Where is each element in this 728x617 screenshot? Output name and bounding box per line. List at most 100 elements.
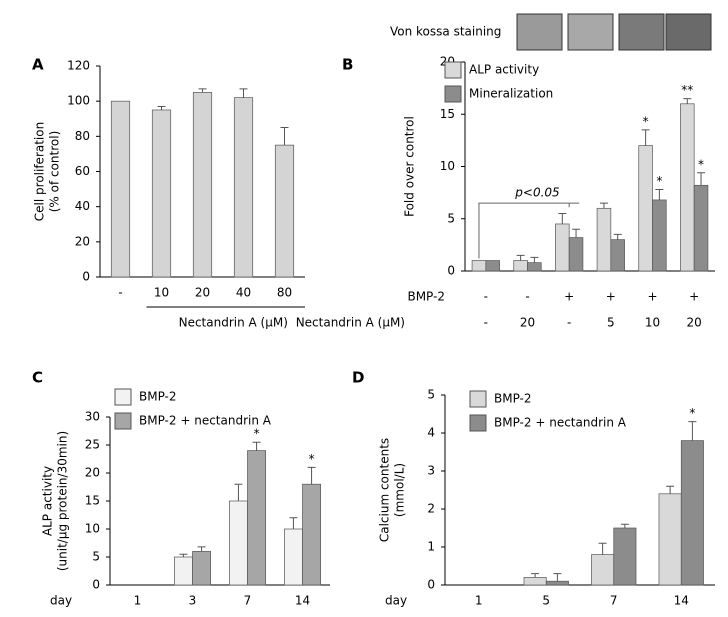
x-tick-label: 7 [610,594,618,608]
row-value: + [647,290,657,304]
y-tick-label: 5 [427,388,435,402]
bar [658,493,682,586]
y-axis-label: ALP activity [41,466,55,536]
legend-label: ALP activity [469,63,539,77]
error-bar [613,233,622,240]
row-value: + [689,290,699,304]
y-tick-label: 15 [440,107,455,121]
bar [680,103,695,272]
bar [652,199,667,272]
error-bar [179,553,188,557]
bracket-label: p<0.05 [514,186,559,200]
y-tick-label: 120 [67,59,90,73]
legend-label: BMP-2 [494,392,532,406]
error-bar [553,573,562,582]
bar [229,500,248,586]
bar [680,440,704,586]
x-tick-label: 40 [236,286,251,300]
bar [192,551,211,586]
row-value: - [484,316,488,330]
error-bar [641,129,650,146]
bar [485,260,500,272]
y-tick-label: 100 [67,94,90,108]
error-bar [531,573,540,578]
bar [545,580,569,586]
row-value: 20 [687,316,702,330]
panel-label: D [352,369,364,387]
significance-label: * [643,114,649,128]
x-axis-label: day [385,594,407,608]
error-bar [697,172,706,186]
error-bar [234,483,243,501]
y-tick-label: 60 [75,164,90,178]
staining-image [665,13,712,51]
legend-swatch [444,61,462,79]
bar [638,145,653,272]
y-axis-label: Cell proliferation [33,122,47,221]
significance-label: * [689,406,695,420]
y-tick-label: 30 [85,410,100,424]
bar [513,260,528,272]
legend-label: BMP-2 + nectandrin A [139,414,272,428]
bar [523,577,547,586]
legend-label: BMP-2 + nectandrin A [494,416,627,430]
row-value: + [606,290,616,304]
row-value: - [525,290,529,304]
row-value: - [567,316,571,330]
bar [110,100,131,278]
bar [174,556,193,586]
staining-image [567,13,614,51]
x-tick-label: 14 [295,594,310,608]
y-tick-label: 15 [85,494,100,508]
y-tick-label: 0 [82,270,90,284]
significance-label: ** [681,83,693,97]
bar [527,262,542,272]
x-tick-label: 80 [277,286,292,300]
y-tick-label: 20 [85,466,100,480]
x-tick-label: 1 [134,594,142,608]
error-bar [157,105,166,110]
y-tick-label: 0 [427,578,435,592]
legend-label: BMP-2 [139,390,177,404]
legend-swatch [469,414,487,432]
row-value: 10 [645,316,660,330]
error-bar [620,523,629,528]
bracket [478,202,580,259]
x-tick-label: 7 [244,594,252,608]
error-bar [683,98,692,104]
error-bar [280,127,289,146]
row-value: 5 [607,316,615,330]
bar [568,237,584,272]
significance-label: * [698,157,704,171]
bar [284,528,303,586]
error-bar [572,228,581,238]
y-tick-label: 20 [75,234,90,248]
y-tick-label: 80 [75,129,90,143]
bar [610,239,625,272]
significance-label: * [254,427,260,441]
y-axis-label: Fold over control [403,116,417,217]
bar [555,223,570,272]
error-bar [239,88,248,98]
y-tick-label: 10 [85,522,100,536]
error-bar [688,421,697,441]
error-bar [666,485,675,494]
row-value: + [564,290,574,304]
row-value: 20 [520,316,535,330]
x-axis-label: Nectandrin A (μM) [179,316,288,330]
x-tick-label: 5 [542,594,550,608]
y-axis-label: (mmol/L) [393,463,407,517]
panel-label: A [32,56,44,74]
error-bar [655,188,664,200]
y-axis-label: (% of control) [48,131,62,213]
staining-images [516,13,712,51]
legend-swatch [114,412,132,430]
y-tick-label: 0 [92,578,100,592]
significance-label: * [309,452,315,466]
bar [247,450,266,586]
error-bar [252,441,261,451]
error-bar [197,546,206,552]
y-tick-label: 5 [92,550,100,564]
x-tick-label: 20 [195,286,210,300]
y-tick-label: 25 [85,438,100,452]
